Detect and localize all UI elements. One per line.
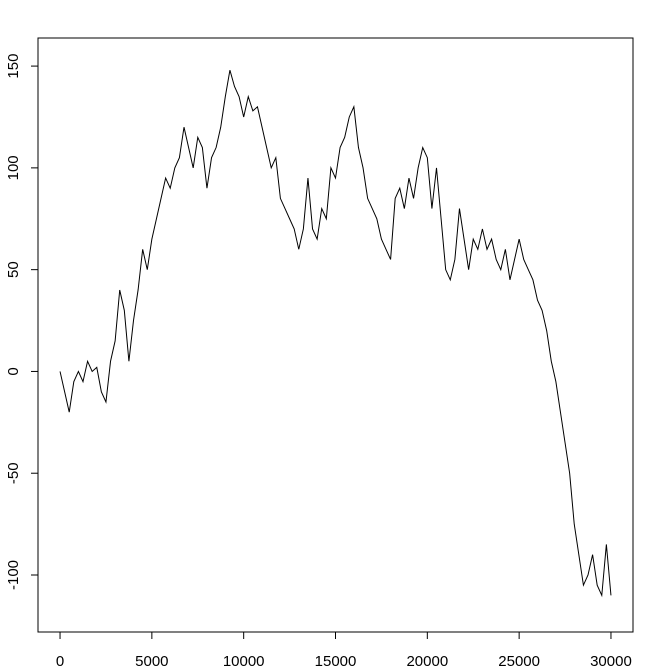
y-tick-label: 50 [5,261,22,278]
x-tick-label: 30000 [590,653,632,670]
y-tick-label: 150 [5,54,22,79]
x-tick-label: 5000 [135,653,168,670]
y-tick-label: 100 [5,155,22,180]
x-tick-label: 10000 [223,653,265,670]
y-tick-label: -50 [5,462,22,484]
x-tick-label: 15000 [315,653,357,670]
plot-box [37,37,634,633]
data-line [59,70,612,598]
x-tick-label: 20000 [406,653,448,670]
y-tick-label: -100 [5,560,22,590]
x-tick-label: 25000 [498,653,540,670]
y-tick-label: 0 [5,367,22,375]
x-tick-label: 0 [56,653,64,670]
